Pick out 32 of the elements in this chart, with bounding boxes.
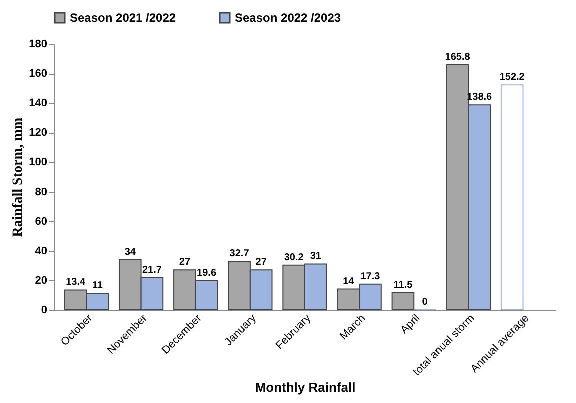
data-label: 31 <box>310 251 322 262</box>
data-label: 17.3 <box>360 271 381 282</box>
y-tick-label: 60 <box>35 216 48 228</box>
data-label: 152.2 <box>500 72 526 84</box>
y-tick-label: 180 <box>29 38 48 50</box>
y-tick-label: 140 <box>29 98 48 110</box>
bar <box>392 292 415 310</box>
legend-label: Season 2021 /2022 <box>70 11 176 25</box>
y-tick-label: 40 <box>35 245 48 258</box>
y-tick-label: 80 <box>35 186 48 198</box>
y-tick-label: 120 <box>29 127 48 140</box>
data-label: 11 <box>92 280 104 292</box>
data-label: 13.4 <box>66 277 86 288</box>
data-label: 34 <box>124 246 136 258</box>
data-label: 30.2 <box>284 252 304 264</box>
data-label: 11.5 <box>394 280 414 292</box>
y-tick-label: 20 <box>35 274 48 287</box>
data-label: 19.6 <box>197 268 217 280</box>
data-label: 165.8 <box>445 52 471 63</box>
data-label: 27 <box>179 257 191 268</box>
data-label: 14 <box>343 276 355 288</box>
legend-label: Season 2022 /2023 <box>235 11 342 25</box>
data-label: 27 <box>256 257 268 268</box>
bar <box>500 84 524 310</box>
data-label: 0 <box>422 297 428 308</box>
y-tick-label: 100 <box>29 156 48 169</box>
data-label: 32.7 <box>230 248 250 260</box>
y-tick-label: 0 <box>41 304 48 316</box>
y-tick-label: 160 <box>29 68 48 80</box>
data-label: 21.7 <box>142 264 162 276</box>
x-axis-title: Monthly Rainfall <box>255 380 356 395</box>
y-axis-title: Rainfall Storm, mm <box>11 117 26 238</box>
